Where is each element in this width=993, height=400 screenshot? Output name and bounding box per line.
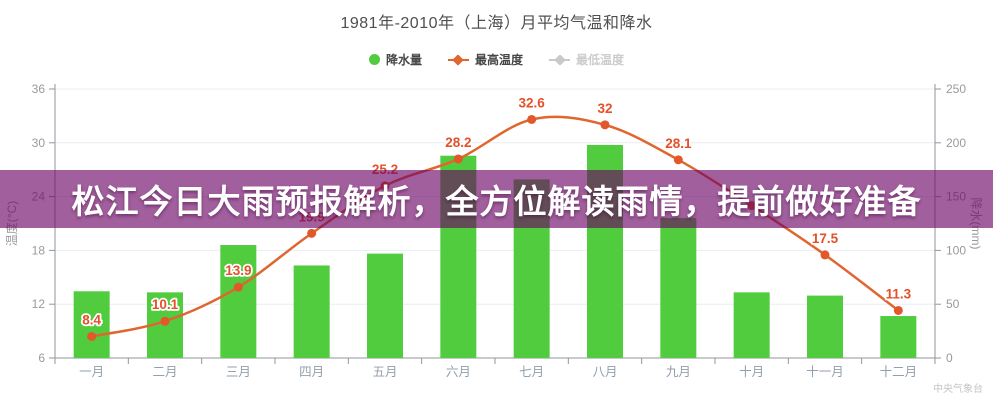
max-temp-point-二月[interactable] [160, 316, 170, 326]
x-label-三月: 三月 [226, 365, 251, 379]
x-label-八月: 八月 [592, 365, 617, 379]
legend-label-min-temperature: 最低温度 [576, 53, 625, 67]
x-label-十二月: 十二月 [880, 365, 918, 379]
precipitation-legend-dot-icon [368, 54, 380, 65]
precip-bar-一月[interactable] [73, 291, 110, 358]
max-temp-point-三月[interactable] [233, 282, 243, 292]
max-temp-label-三月: 13.9 [225, 263, 251, 278]
precip-bar-四月[interactable] [293, 265, 330, 358]
legend-label-precipitation: 降水量 [385, 53, 422, 67]
headline-overlay-banner: 松江今日大雨预报解析，全方位解读雨情，提前做好准备 [0, 170, 993, 228]
legend-item-max-temperature[interactable]: 最高温度 [447, 51, 523, 68]
legend-item-min-temperature[interactable]: 最低温度 [549, 51, 624, 68]
x-label-一月: 一月 [79, 365, 104, 379]
right-tick-label-50: 50 [946, 297, 960, 311]
legend-label-max-temperature: 最高温度 [474, 53, 523, 67]
left-tick-label-18: 18 [32, 243, 46, 257]
max-temp-label-十二月: 11.3 [886, 286, 912, 301]
precip-bar-五月[interactable] [367, 253, 403, 358]
max-temp-point-六月[interactable] [453, 154, 463, 164]
max-temp-label-一月: 8.4 [82, 312, 101, 327]
legend-item-precipitation[interactable]: 降水量 [368, 51, 422, 68]
precip-bar-十一月[interactable] [807, 295, 843, 358]
x-label-五月: 五月 [372, 365, 397, 379]
headline-text: 松江今日大雨预报解析，全方位解读雨情，提前做好准备 [71, 183, 922, 220]
max-temp-label-八月: 32 [597, 101, 612, 116]
max-temp-point-十二月[interactable] [893, 305, 903, 315]
max-temp-label-六月: 28.2 [445, 135, 471, 150]
x-label-二月: 二月 [152, 365, 177, 379]
max-temp-point-九月[interactable] [673, 155, 683, 165]
max-temp-label-七月: 32.6 [519, 95, 546, 110]
left-tick-label-36: 36 [32, 82, 46, 96]
max-temp-point-十一月[interactable] [820, 250, 830, 260]
right-tick-label-200: 200 [946, 136, 966, 150]
right-tick-label-100: 100 [946, 243, 966, 257]
min-temperature-legend-diamond-icon [549, 53, 570, 66]
max-temp-label-九月: 28.1 [665, 136, 692, 151]
max-temp-point-八月[interactable] [600, 120, 610, 130]
legend: 降水量 最高温度 最低温度 [0, 51, 993, 68]
max-temp-point-四月[interactable] [307, 228, 317, 238]
left-tick-label-30: 30 [32, 136, 46, 150]
precip-bar-三月[interactable] [220, 245, 257, 358]
chart-title: 1981年-2010年（上海）月平均气温和降水 [340, 15, 653, 32]
x-label-十一月: 十一月 [806, 365, 844, 379]
max-temp-label-十一月: 17.5 [812, 231, 839, 246]
watermark: 中央气象台 [933, 384, 983, 395]
x-label-七月: 七月 [519, 365, 544, 379]
max-temp-point-一月[interactable] [87, 331, 97, 341]
precip-bar-十月[interactable] [733, 292, 770, 358]
precip-bar-十二月[interactable] [880, 316, 917, 358]
left-tick-label-6: 6 [38, 351, 45, 365]
max-temperature-legend-diamond-icon [447, 53, 469, 66]
right-tick-label-250: 250 [946, 82, 966, 96]
precip-bar-九月[interactable] [660, 218, 697, 358]
left-tick-label-12: 12 [32, 297, 46, 311]
x-label-六月: 六月 [446, 365, 471, 379]
max-temp-point-七月[interactable] [527, 114, 537, 124]
x-label-十月: 十月 [739, 365, 764, 379]
right-tick-label-0: 0 [946, 351, 953, 365]
max-temp-label-二月: 10.1 [152, 297, 179, 312]
x-label-九月: 九月 [666, 365, 691, 379]
x-label-四月: 四月 [299, 365, 324, 379]
